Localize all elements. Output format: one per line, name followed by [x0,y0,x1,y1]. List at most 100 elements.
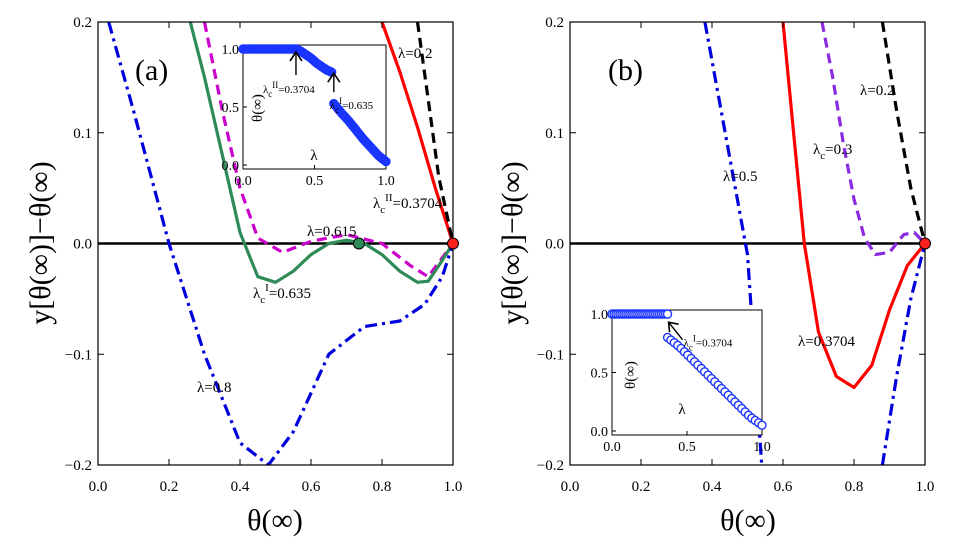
panel-b-xtick-label: 0.4 [703,479,722,495]
inset-b-xtick-label: 0.5 [678,440,696,455]
panel-b-xtick-label: 1.0 [916,479,935,495]
inset-b-point [757,420,767,430]
lambda-c-val: =0.3 [825,142,852,158]
panel-a-label: (a) [135,54,168,87]
annotation-b-lambda-c: λc=0.3 [813,142,852,162]
lambda-c-base: λ [813,142,821,158]
inset-b-xtick-label: 1.0 [753,440,771,455]
inset-a-arrow-head [327,71,341,83]
arrow-label-base: λ [330,100,336,112]
arrow-label-val: =0.3704 [278,84,315,96]
panel-a: 0.0 0.2 0.4 0.6 0.8 1.00.20.10.0−0.1−0.2 (a) … [24,15,462,537]
panel-b-inset: 0.0 0.5 1.01.00.50.0 λcI=0.3704 θ(∞) λ [591,308,771,455]
panel-a-xlabel: θ(∞) [247,504,303,537]
arrow-label-sub: c [335,105,339,115]
inset-b-xtick-label: 0.0 [603,440,621,455]
panel-b-series-2 [781,22,925,390]
arrow-label-sup: I [339,96,342,106]
panel-a-ytick-label: 0.0 [73,237,92,253]
panel-a-ytick-label: 0.1 [73,126,92,142]
lambda-c-II-val: =0.3704 [393,196,443,212]
annotation-a-lambda-c-I: λcI=0.635 [253,282,311,306]
panel-b-series-1 [820,22,925,257]
panel-a-xtick-label: 0.2 [160,479,179,495]
panel-a-series-0 [380,22,453,244]
panel-b-xtick-label: 0.2 [632,479,651,495]
inset-a-arrow-label: λcI=0.635 [330,96,374,115]
arrow-label-base: λ [263,84,269,96]
inset-b-ytick-label: 0.5 [591,367,609,382]
lambda-c-I-sub: c [260,294,265,306]
annotation-a-lambda-0.615: λ=0.615 [307,224,356,240]
lambda-c-I-base: λ [253,286,261,302]
inset-a-xlabel: λ [310,148,318,164]
inset-b-arrow-label: λcI=0.3704 [684,333,733,352]
inset-a-ytick-label: 1.0 [222,43,240,58]
panel-b-series-4 [880,243,925,465]
panel-a-ytick-label: 0.2 [73,15,92,31]
inset-a-xtick-label: 0.5 [306,174,324,189]
arrow-label-sub: c [689,342,693,352]
panel-b-ytick-label: 0.2 [545,15,564,31]
panel-b-xtick-label: 0.0 [561,479,580,495]
arrow-label-sup: II [272,80,278,90]
inset-a-ytick-label: 0.0 [222,159,240,174]
inset-a-xtick-label: 1.0 [377,174,395,189]
inset-b-ytick-label: 0.0 [591,425,609,440]
panel-b: 0.0 0.2 0.4 0.6 0.8 1.00.20.10.0−0.1−0.2 (b) … [496,15,934,537]
panel-a-xtick-label: 0.0 [89,479,108,495]
panel-a-ytick-label: −0.1 [65,347,92,363]
panel-a-series-4 [107,22,453,465]
panel-a-xtick-label: 1.0 [444,479,463,495]
panel-a-series-1 [415,22,453,244]
annotation-a-lambda-0.2: λ=0.2 [398,46,432,62]
inset-b-point [662,309,673,319]
arrow-label-val: =0.635 [342,100,373,112]
lambda-c-I-val: =0.635 [269,286,311,302]
panel-b-ytick-label: 0.0 [545,237,564,253]
panel-b-series-0 [880,22,925,244]
panel-b-ytick-label: 0.1 [545,126,564,142]
inset-a-arrow-head [289,50,303,62]
panel-a-ytick-label: −0.2 [65,458,92,474]
lambda-c-I-sup: I [265,282,269,294]
inset-b-arrow-head [667,321,679,333]
annotation-b-lambda-0.3704: λ=0.3704 [798,334,855,350]
panel-a-xtick-label: 0.6 [302,479,321,495]
lambda-c-II-base: λ [373,196,381,212]
annotation-b-lambda-0.5: λ=0.5 [723,169,757,185]
arrow-label-sub: c [268,89,272,99]
lambda-c-sub: c [820,150,825,162]
panel-b-ytick-label: −0.1 [537,347,564,363]
panel-a-xtick-label: 0.4 [231,479,250,495]
arrow-label-val: =0.3704 [696,337,733,349]
annotation-a-lambda-c-II: λcII=0.3704 [373,192,443,216]
panel-b-xtick-label: 0.8 [845,479,864,495]
inset-a-ytick-label: 0.5 [222,101,240,116]
inset-b-arrow-shaft [668,321,684,341]
arrow-label-base: λ [684,337,690,349]
panel-a-marker-0 [447,237,459,250]
inset-a-ylabel: θ(∞) [250,94,266,122]
panel-a-marker-1 [352,237,365,250]
panel-b-xtick-label: 0.6 [774,479,793,495]
inset-a-xtick-label: 0.0 [234,174,252,189]
panel-b-ytick-label: −0.2 [537,458,564,474]
lambda-c-II-sup: II [385,192,393,204]
inset-b-xlabel: λ [678,402,686,418]
panel-b-label: (b) [608,54,643,87]
annotation-b-lambda-0.2: λ=0.2 [860,83,894,99]
panel-b-xlabel: θ(∞) [720,504,776,537]
panel-a-inset: 0.0 0.5 1.01.00.50.0 λcII=0.3704λcI=0.635 … [222,43,395,189]
annotation-a-lambda-0.8: λ=0.8 [197,380,231,396]
panel-a-series-3 [188,22,453,284]
lambda-c-II-sub: c [380,204,385,216]
panel-b-marker-0 [919,237,931,250]
inset-b-frame [611,309,763,436]
arrow-label-sup: I [693,333,696,343]
inset-b-ylabel: θ(∞) [623,361,639,389]
inset-a-point [381,156,391,167]
panel-a-xtick-label: 0.8 [373,479,392,495]
inset-a-arrow-label: λcII=0.3704 [263,80,315,99]
